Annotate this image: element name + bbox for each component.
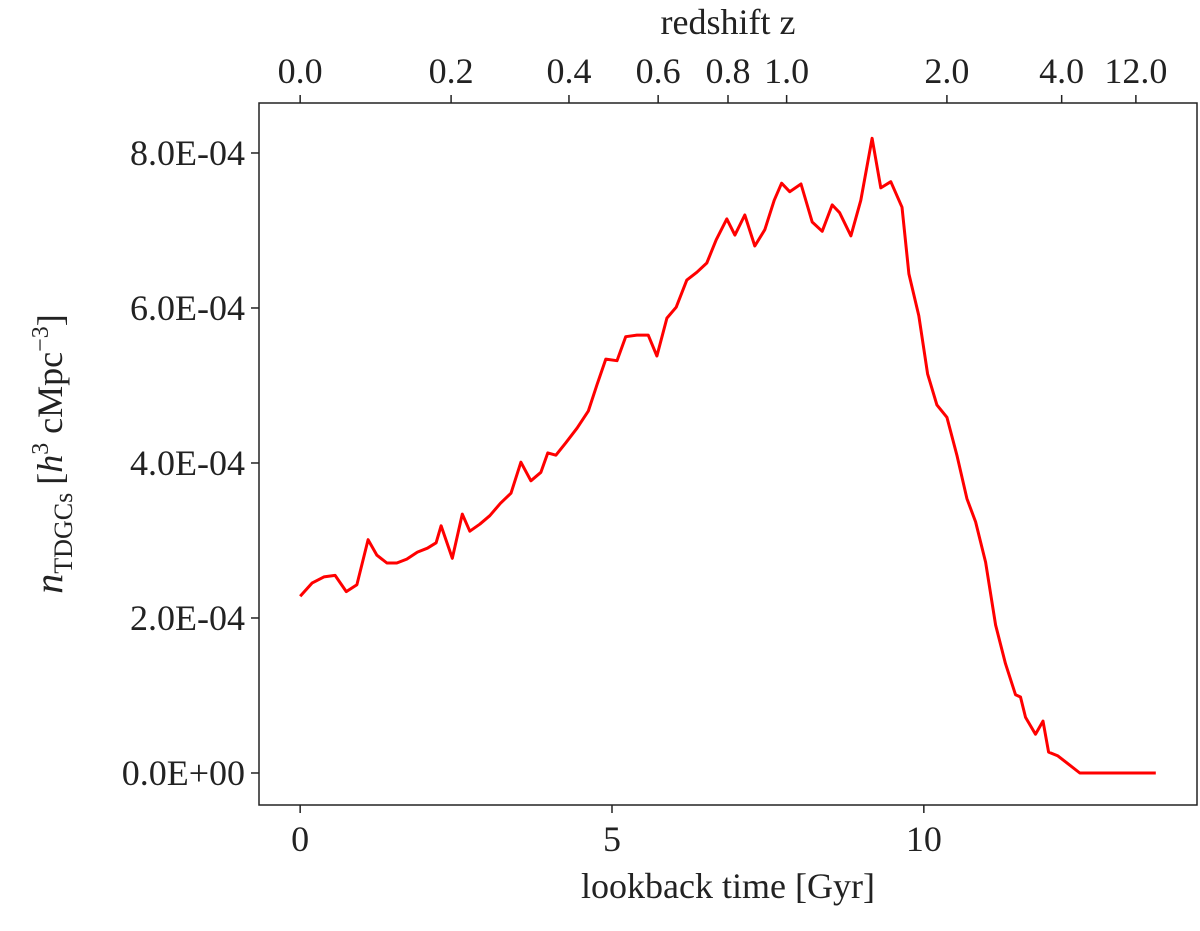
x-tick-label: 10: [906, 819, 942, 859]
y-label-unit: cMpc: [30, 352, 70, 443]
y-tick-label: 0.0E+00: [122, 753, 245, 793]
top-tick-label: 0.2: [429, 51, 474, 91]
y-tick-label: 6.0E-04: [130, 288, 245, 328]
y-label-symbol: n: [26, 574, 71, 594]
y-tick-label: 2.0E-04: [130, 598, 245, 638]
plot-frame: [258, 102, 1198, 806]
data-line: [299, 136, 1156, 775]
x-axis-label: lookback time [Gyr]: [581, 866, 875, 906]
y-axis-label: nTDGCs [h3 cMpc−3]: [26, 314, 78, 593]
y-tick-label: 8.0E-04: [130, 133, 245, 173]
top-tick-label: 12.0: [1104, 51, 1167, 91]
y-label-unit: h: [30, 455, 70, 473]
top-tick-label: 0.8: [706, 51, 751, 91]
y-tick-label: 4.0E-04: [130, 443, 245, 483]
y-label-subscript: TDGCs: [49, 493, 78, 574]
top-tick-label: 4.0: [1039, 51, 1084, 91]
y-label-power: 3: [28, 443, 54, 455]
top-tick-label: 1.0: [764, 51, 809, 91]
top-tick-label: 0.0: [278, 51, 323, 91]
x-tick-label: 0: [291, 819, 309, 859]
top-tick-label: 0.6: [636, 51, 681, 91]
y-label-bracket: [: [30, 473, 70, 485]
top-axis-label: redshift z: [661, 2, 796, 42]
y-label-power: −3: [28, 326, 54, 352]
top-tick-label: 2.0: [924, 51, 969, 91]
top-tick-label: 0.4: [546, 51, 591, 91]
x-tick-label: 5: [603, 819, 621, 859]
y-label-bracket: ]: [30, 314, 70, 326]
